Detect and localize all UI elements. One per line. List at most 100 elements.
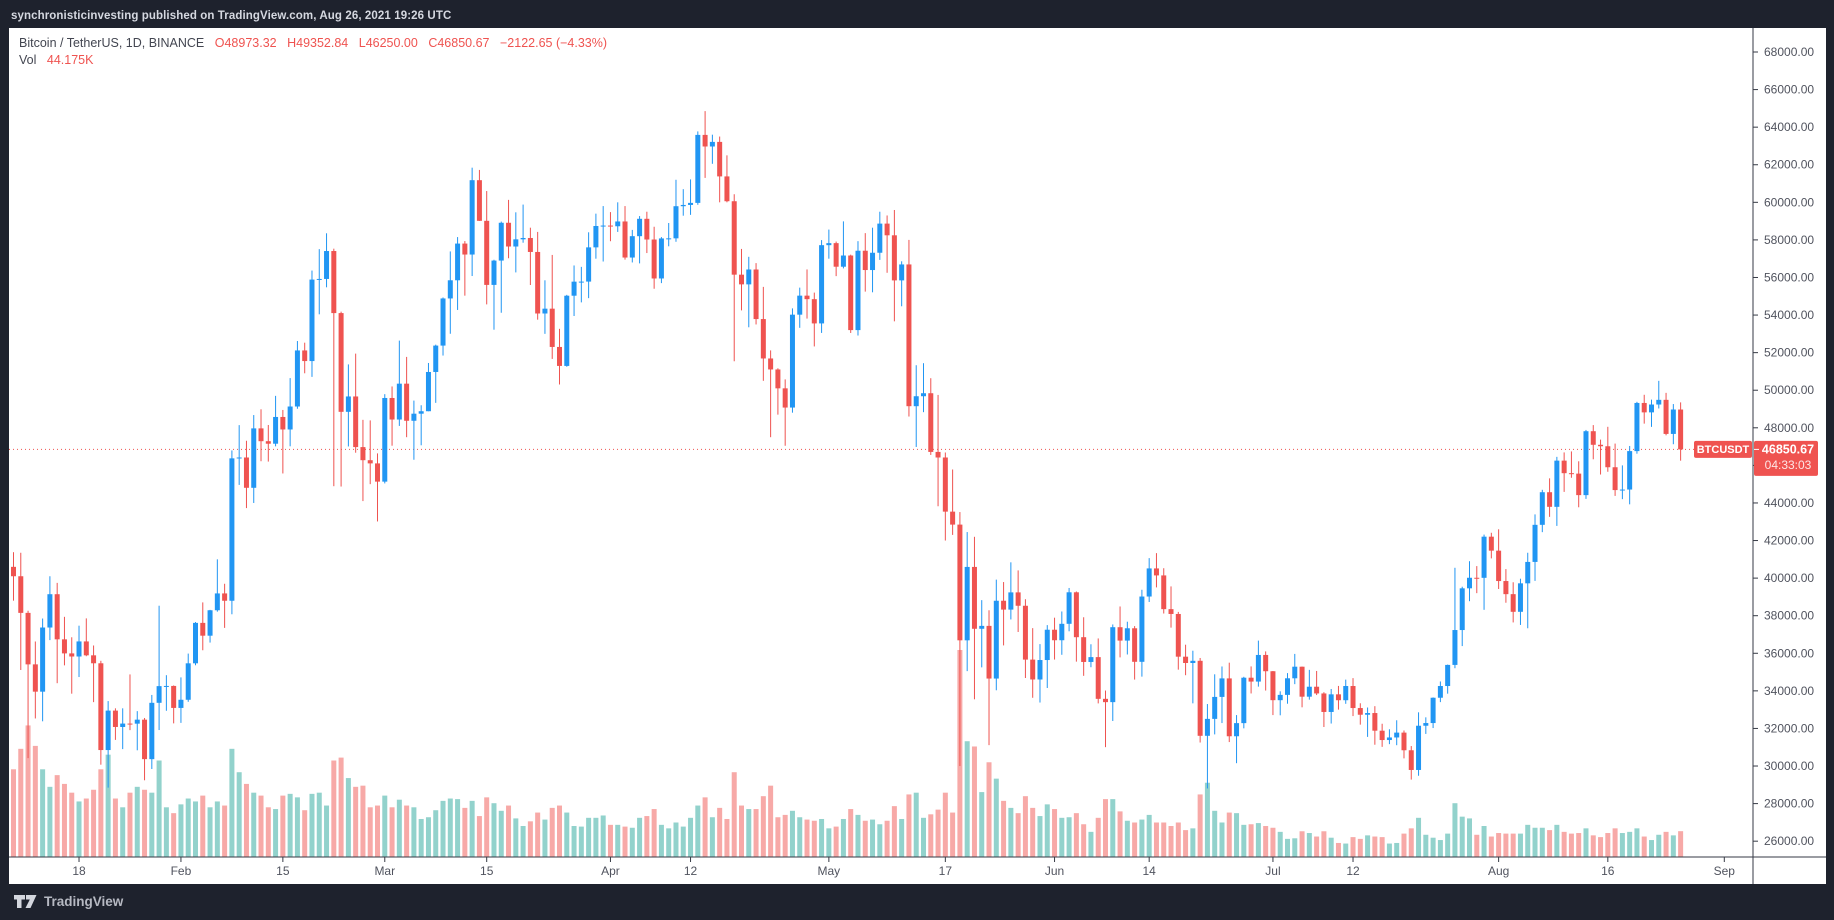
price-axis-label: 44000.00 (1764, 496, 1814, 510)
price-chart[interactable]: 68000.00 66000.00 64000.00 62000.00 60000.00… (9, 28, 1826, 884)
volume-bar (506, 805, 512, 857)
candle-body (1467, 577, 1472, 589)
time-axis-label: Mar (374, 864, 395, 878)
candle-body (1234, 723, 1240, 737)
volume-bar (18, 748, 24, 857)
volume-bar (309, 793, 315, 857)
candle-body (717, 141, 723, 177)
candle-body (935, 451, 941, 458)
candle-body (91, 655, 97, 664)
candle-wick (500, 221, 502, 313)
candle-wick (1090, 644, 1092, 668)
volume-bar (382, 795, 388, 857)
time-axis-label: Feb (171, 864, 192, 878)
volume-bar (440, 800, 446, 857)
candle-body (455, 243, 461, 281)
price-axis-label: 52000.00 (1764, 346, 1814, 360)
volume-bar (1066, 817, 1072, 857)
candle-body (345, 396, 351, 412)
candle-body (899, 264, 905, 281)
volume-bar (455, 799, 461, 857)
candle-body (1161, 575, 1167, 610)
price-axis-label: 54000.00 (1764, 308, 1814, 322)
volume-bar (251, 792, 257, 857)
candle-wick (129, 674, 131, 731)
candle-body (1037, 660, 1043, 680)
volume-bar (942, 792, 948, 857)
candle-wick (1658, 380, 1660, 409)
volume-bar (586, 817, 592, 857)
candle-body (1292, 666, 1298, 679)
high-value: H49352.84 (287, 36, 349, 50)
candle-body (1401, 732, 1407, 751)
candle-body (688, 202, 694, 205)
price-axis-label: 34000.00 (1764, 684, 1814, 698)
candle-body (1219, 678, 1225, 697)
volume-bar (826, 828, 832, 857)
candle-body (469, 180, 475, 255)
volume-bar (921, 817, 926, 857)
volume-bar (1583, 828, 1589, 857)
candle-body (1583, 431, 1589, 496)
tradingview-logo-icon[interactable] (13, 894, 37, 909)
tradingview-brand-text[interactable]: TradingView (44, 893, 124, 909)
candle-wick (85, 618, 87, 657)
candle-wick (602, 206, 604, 262)
candle-body (200, 622, 206, 636)
candle-wick (733, 194, 735, 362)
candle-body (1445, 664, 1451, 687)
candle-body (1350, 686, 1356, 709)
candle-body (1503, 581, 1509, 595)
volume-bar (571, 826, 577, 857)
volume-bar (1568, 833, 1574, 857)
candle-wick (901, 261, 903, 307)
candle-body (1612, 467, 1618, 491)
volume-bar (1022, 796, 1028, 857)
candle-body (942, 457, 948, 512)
volume-bar (1153, 822, 1159, 857)
volume-bar (243, 783, 249, 857)
volume-bar (1576, 833, 1582, 857)
candle-wick (617, 202, 619, 232)
candle-body (986, 625, 992, 679)
volume-bar (178, 804, 184, 857)
candle-wick (770, 350, 772, 438)
volume-bar (1634, 828, 1640, 857)
candle-body (171, 685, 177, 708)
candle-wick (282, 409, 284, 474)
candle-body (1081, 637, 1087, 662)
volume-bar (746, 809, 752, 857)
volume-bar (986, 762, 992, 857)
volume-bar (1641, 836, 1647, 857)
volume-bar (375, 805, 380, 857)
volume-bar (69, 792, 75, 857)
volume-bar (1161, 822, 1167, 857)
volume-bar (557, 805, 562, 857)
candle-body (1481, 536, 1487, 578)
volume-bar (47, 786, 53, 857)
candle-body (127, 723, 133, 725)
price-axis-label: 66000.00 (1764, 83, 1814, 97)
candle-body (1605, 446, 1611, 468)
candle-body (593, 225, 599, 248)
candle-body (1568, 473, 1574, 475)
time-axis-label: 12 (1346, 864, 1360, 878)
candle-body (564, 295, 570, 366)
legend-row-ohlc: Bitcoin / TetherUS, 1D, BINANCE O48973.3… (19, 35, 607, 52)
candle-wick (398, 340, 400, 426)
volume-bar (91, 789, 97, 857)
candle-body (1335, 694, 1341, 701)
volume-bar (1110, 799, 1116, 857)
candle-body (833, 243, 839, 267)
volume-bar (760, 796, 766, 857)
candle-body (1328, 694, 1334, 712)
volume-bar (513, 818, 519, 857)
candle-body (1139, 596, 1145, 662)
price-axis-label: 40000.00 (1764, 571, 1814, 585)
volume-bar (404, 805, 410, 857)
volume-bar (1263, 826, 1269, 857)
time-axis-label: 15 (480, 864, 494, 878)
candle-body (804, 295, 810, 300)
volume-bar (928, 814, 934, 857)
candle-wick (529, 227, 531, 285)
